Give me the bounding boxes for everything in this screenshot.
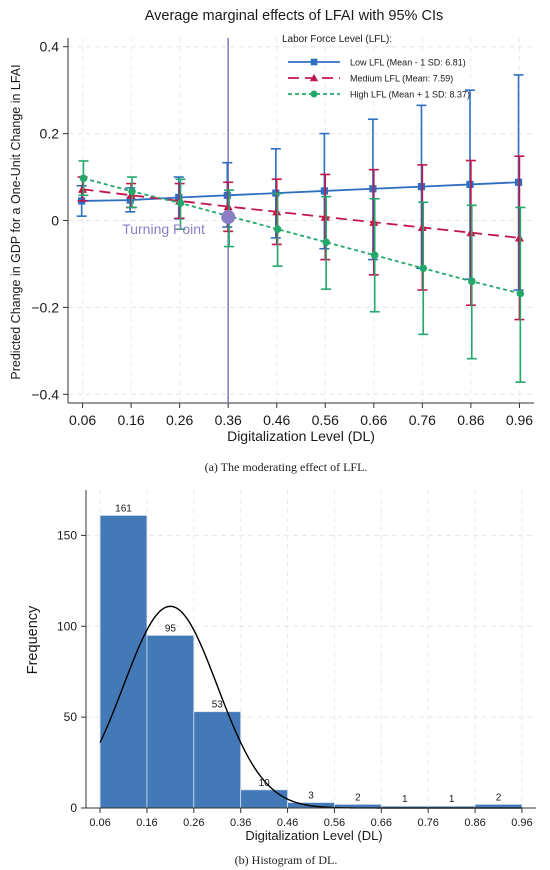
chart-b-ytick-label: 100 <box>57 619 77 633</box>
chart-a-series-line <box>82 188 520 239</box>
chart-a-caption: (a) The moderating effect of LFL. <box>205 460 368 474</box>
panel-b: 161 95 53 10 3 2 1 1 2 0 50 100 150 0.06 0.16 0.26 0.3… <box>25 490 536 867</box>
chart-a-legend-marker <box>310 90 318 98</box>
chart-a-xtick-label: 0.96 <box>506 412 533 428</box>
chart-a-point <box>320 187 328 195</box>
chart-b-xtick-label: 0.26 <box>183 817 204 829</box>
chart-b-bar-label: 1 <box>449 794 455 805</box>
chart-b-xtick-label: 0.46 <box>277 817 298 829</box>
chart-a-point <box>516 289 525 298</box>
chart-b-bar-label: 95 <box>165 623 177 634</box>
chart-a-xtick-label: 0.66 <box>360 412 387 428</box>
chart-a-point <box>514 178 523 186</box>
chart-b-ytick-label: 150 <box>57 528 77 542</box>
chart-a-ylabel: Predicted Change in GDP for a One-Unit C… <box>9 64 23 379</box>
chart-a-x-axis: 0.06 0.16 0.26 0.36 0.46 0.56 0.66 0.76 0.86 0.96 <box>68 402 534 428</box>
chart-b-bar <box>146 634 195 809</box>
chart-a-point <box>273 225 282 233</box>
chart-b-bar-label: 1 <box>402 794 408 805</box>
chart-b-bar <box>99 515 148 809</box>
chart-b-ytick-label: 50 <box>64 710 78 724</box>
chart-b-bar-label: 10 <box>259 778 271 789</box>
chart-b-xtick-label: 0.16 <box>136 817 157 829</box>
chart-a-point <box>417 222 427 232</box>
chart-a-point <box>419 264 428 273</box>
chart-b-xtick-label: 0.76 <box>417 817 438 829</box>
chart-a-title: Average marginal effects of LFAI with 95… <box>145 8 443 24</box>
chart-a-xtick-label: 0.76 <box>409 412 436 428</box>
chart-a-ytick-label: 0.4 <box>40 39 60 55</box>
chart-a-point <box>272 207 282 216</box>
chart-b-bar-label: 2 <box>496 792 502 803</box>
chart-a-xtick-label: 0.86 <box>457 412 484 428</box>
chart-b-xtick-label: 0.56 <box>324 817 345 829</box>
chart-a-xtick-label: 0.06 <box>69 412 96 428</box>
chart-a-point <box>514 233 524 242</box>
chart-a-point <box>320 212 330 221</box>
chart-b-bar-label: 53 <box>212 700 224 711</box>
chart-b-bar-label: 3 <box>308 791 314 802</box>
chart-a-legend-marker <box>309 73 319 82</box>
chart-a-legend-marker <box>310 58 318 66</box>
chart-b-xtick-label: 0.06 <box>89 817 110 829</box>
chart-a-point <box>322 238 330 247</box>
chart-b-xtick-label: 0.66 <box>371 817 392 829</box>
chart-a-xtick-label: 0.26 <box>166 412 193 428</box>
chart-a-legend-title: Labor Force Level (LFL): <box>282 34 392 45</box>
chart-a-y-axis: 0.4 0.2 0 −0.2 −0.4 <box>31 38 69 403</box>
chart-b-xtick-label: 0.96 <box>511 817 532 829</box>
chart-a-point <box>369 217 379 226</box>
chart-b-bars: 161 95 53 10 3 2 1 1 2 <box>99 503 523 809</box>
chart-a-point <box>128 187 136 196</box>
chart-b-xlabel: Digitalization Level (DL) <box>245 828 382 843</box>
chart-a-legend-label: Medium LFL (Mean: 7.59) <box>350 74 453 84</box>
panel-a: Average marginal effects of LFAI with 95… <box>9 8 534 474</box>
chart-a-point <box>369 185 377 193</box>
chart-b-caption: (b) Histogram of DL. <box>235 853 338 867</box>
chart-a-point <box>176 199 185 207</box>
chart-a-point <box>78 184 88 193</box>
chart-a-point <box>466 228 476 237</box>
chart-a-point <box>223 191 231 199</box>
chart-b-bar <box>240 789 288 809</box>
chart-a-xtick-label: 0.16 <box>117 412 144 428</box>
chart-b-x-axis: 0.06 0.16 0.26 0.36 0.46 0.56 0.66 0.76 0.86 0.96 <box>86 807 536 829</box>
chart-a-turning-point-marker <box>221 210 236 225</box>
chart-a-point <box>223 202 233 211</box>
chart-a-legend-label: Low LFL (Mean - 1 SD: 6.81) <box>350 58 466 68</box>
chart-a-point <box>468 277 476 286</box>
chart-a-xtick-label: 0.56 <box>312 412 339 428</box>
chart-a-xtick-label: 0.46 <box>263 412 290 428</box>
chart-a-point <box>466 180 474 189</box>
chart-b-ytick-label: 0 <box>70 801 77 815</box>
chart-a-series-line <box>83 177 521 295</box>
chart-a-annotation: Turning Point <box>122 210 236 237</box>
chart-b-xtick-label: 0.36 <box>230 817 251 829</box>
chart-a-ytick-label: −0.4 <box>31 386 59 402</box>
chart-a-point <box>417 183 426 191</box>
chart-a-legend-label: High LFL (Mean + 1 SD: 8.37) <box>350 90 470 100</box>
chart-a-point <box>79 174 88 183</box>
chart-b-xtick-label: 0.86 <box>464 817 485 829</box>
chart-a-point <box>370 251 379 260</box>
chart-a-xlabel: Digitalization Level (DL) <box>227 428 375 444</box>
chart-b-ylabel: Frequency <box>25 605 41 674</box>
chart-a-legend: Labor Force Level (LFL): Low LFL (Mean - … <box>282 34 470 100</box>
chart-a-turning-point-label: Turning Point <box>122 221 205 237</box>
chart-b-y-axis: 0 50 100 150 <box>57 490 87 815</box>
chart-b-bar-label: 2 <box>355 792 361 803</box>
chart-a-point <box>126 196 134 204</box>
chart-a-point <box>175 193 183 202</box>
chart-a-ytick-label: 0.2 <box>40 126 60 142</box>
chart-a-ytick-label: 0 <box>51 213 59 229</box>
chart-b-bar-label: 161 <box>115 503 132 514</box>
chart-a-ytick-label: −0.2 <box>31 299 59 315</box>
chart-a-xtick-label: 0.36 <box>215 412 242 428</box>
